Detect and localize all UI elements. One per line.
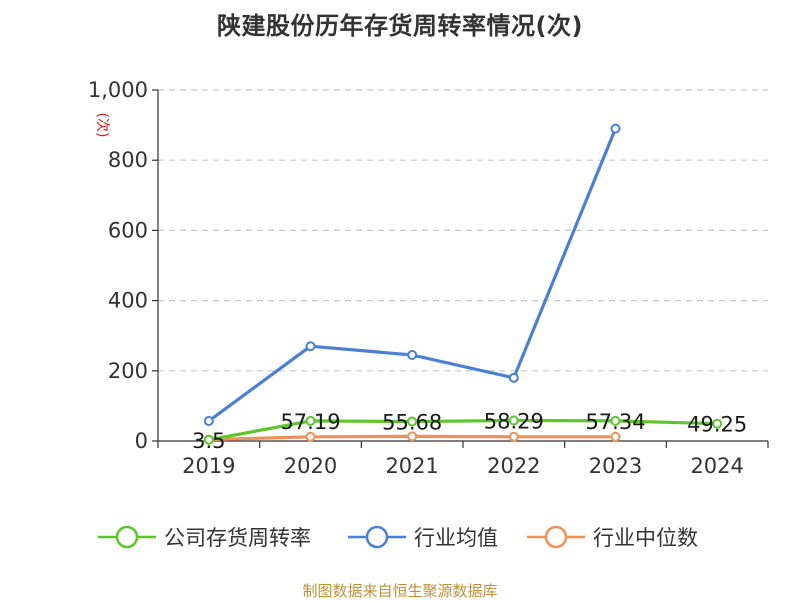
data-point [610,123,621,134]
data-label: 57.19 [280,410,340,434]
data-point [407,350,418,361]
data-point [712,418,723,429]
legend-marker [365,525,389,549]
data-point [305,431,316,442]
legend-marker [115,525,139,549]
source-note: 制图数据来自恒生聚源数据库 [302,582,498,600]
x-tick-label: 2021 [385,454,438,478]
x-tick-label: 2019 [182,454,235,478]
data-label: 49.25 [687,413,747,437]
series-line [207,127,617,423]
series-lines [203,123,723,445]
y-tick-label: 200 [108,359,148,383]
legend-label: 公司存货周转率 [164,526,311,550]
y-tick-label: 1,000 [88,78,148,102]
x-tick-label: 2024 [690,454,743,478]
data-labels: 3.5 57.19 55.68 58.29 57.34 49.25 [192,410,747,453]
y-tick-label: 400 [108,289,148,313]
data-point [203,434,214,445]
data-point [203,415,214,426]
chart-title: 陕建股份历年存货周转率情况(次) [217,12,583,40]
y-axis-unit-label: (次) [94,113,110,138]
data-point [508,372,519,383]
x-tick-label: 2020 [284,454,337,478]
data-point [610,431,621,442]
data-label: 55.68 [382,410,442,434]
x-tick-label: 2023 [589,454,642,478]
data-point [508,415,519,426]
data-point [508,431,519,442]
legend: 公司存货周转率 行业均值 行业中位数 [98,525,698,550]
legend-marker [544,525,568,549]
series-line [208,418,718,442]
data-point [610,415,621,426]
data-point [305,415,316,426]
y-tick-label: 600 [108,218,148,242]
data-label: 57.34 [585,410,645,434]
data-point [305,341,316,352]
axes: 0 200 400 600 800 1,000 (次) 2019 2020 2021 2022 202… [88,78,769,478]
data-label: 58.29 [484,410,544,434]
grid-lines [158,89,768,372]
data-point [407,431,418,442]
legend-label: 行业均值 [414,526,498,550]
data-label: 3.5 [192,429,225,453]
y-tick-label: 800 [108,148,148,172]
y-tick-label: 0 [135,429,148,453]
x-tick-label: 2022 [487,454,540,478]
data-point [407,416,418,427]
legend-label: 行业中位数 [593,526,698,550]
